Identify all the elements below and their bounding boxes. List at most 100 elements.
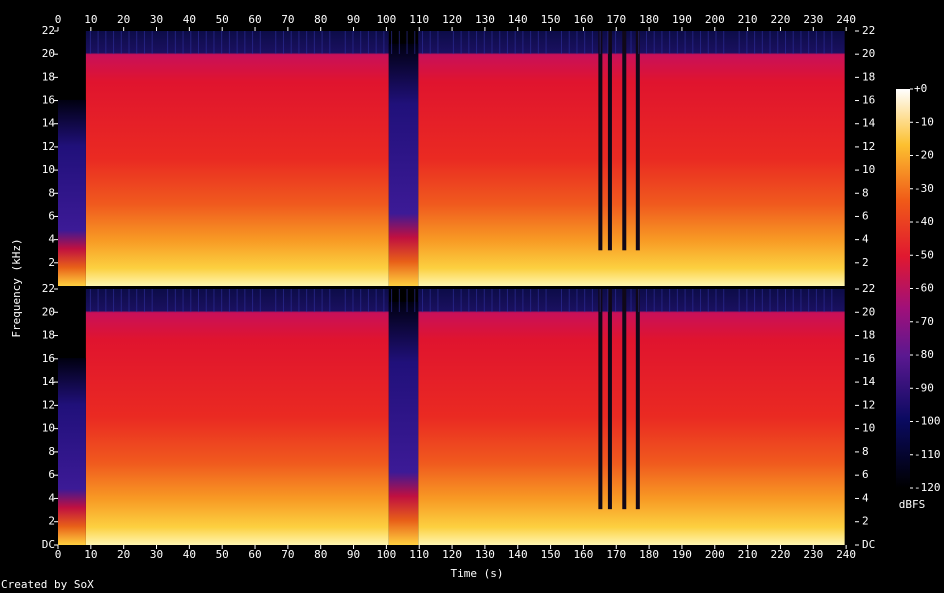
- streak: [692, 31, 694, 54]
- streak: [792, 289, 794, 313]
- x-tick-label: 230: [803, 13, 823, 26]
- streak: [545, 31, 547, 54]
- streak: [676, 289, 678, 313]
- streak: [684, 289, 686, 313]
- x-tick-label: 200: [705, 548, 725, 561]
- streak: [561, 31, 563, 54]
- y-tick-label: 6: [48, 468, 55, 481]
- y-tick-label: 14: [42, 375, 56, 388]
- spectrogram: [418, 31, 845, 286]
- streak: [375, 289, 377, 313]
- streak: [120, 31, 122, 54]
- y-tick-label: 18: [42, 329, 55, 342]
- streak: [128, 289, 130, 313]
- x-tick-label: 170: [606, 548, 626, 561]
- y-tick-label: 10: [862, 422, 875, 435]
- colorbar: [896, 89, 910, 488]
- streak: [429, 31, 431, 54]
- streak: [530, 289, 532, 313]
- streak: [414, 289, 416, 313]
- colorbar-tick-label: -120: [914, 481, 941, 494]
- streak: [530, 31, 532, 54]
- streak: [584, 289, 586, 313]
- streak: [113, 289, 115, 313]
- streak: [823, 289, 825, 313]
- streak: [761, 31, 763, 54]
- streak: [252, 31, 254, 54]
- colorbar-tick-label: -40: [914, 215, 934, 228]
- y-tick-label: 18: [862, 70, 875, 83]
- streak: [568, 289, 570, 313]
- silence-stripe: [635, 289, 640, 510]
- streak: [815, 31, 817, 54]
- streak: [391, 31, 393, 54]
- streak: [669, 31, 671, 54]
- streak: [506, 31, 508, 54]
- streak: [591, 31, 593, 54]
- streak: [398, 289, 400, 313]
- colorbar-tick-label: -70: [914, 315, 934, 328]
- streak: [723, 289, 725, 313]
- y-tick-label: 12: [862, 140, 875, 153]
- streak: [576, 289, 578, 313]
- streak: [599, 289, 601, 313]
- streak: [653, 289, 655, 313]
- spectrogram: [85, 31, 389, 286]
- x-tick-label: 60: [248, 13, 261, 26]
- silence-stripe: [607, 289, 612, 510]
- streak: [143, 31, 145, 54]
- streak: [213, 31, 215, 54]
- streak: [105, 31, 107, 54]
- colorbar-tick-label: -50: [914, 248, 934, 261]
- streak: [815, 289, 817, 313]
- streak: [607, 31, 609, 54]
- x-tick-label: 100: [376, 13, 396, 26]
- streak: [120, 289, 122, 313]
- x-tick-label: 240: [836, 548, 856, 561]
- x-tick-label: 160: [573, 548, 593, 561]
- streak: [282, 289, 284, 313]
- streak: [151, 31, 153, 54]
- streak: [723, 31, 725, 54]
- x-tick-label: 80: [314, 13, 327, 26]
- colorbar-tick-label: -60: [914, 282, 934, 295]
- streak: [236, 289, 238, 313]
- streak: [228, 31, 230, 54]
- y-tick-label: 8: [862, 445, 869, 458]
- streak: [630, 31, 632, 54]
- y-tick-label: 10: [862, 163, 875, 176]
- streak: [306, 289, 308, 313]
- y-tick-label: 8: [48, 445, 55, 458]
- x-tick-label: 50: [216, 13, 229, 26]
- streak: [792, 31, 794, 54]
- streak: [684, 31, 686, 54]
- streak: [344, 289, 346, 313]
- streak: [89, 31, 91, 54]
- streak: [784, 289, 786, 313]
- streak: [746, 289, 748, 313]
- colorbar-tick-label: -10: [914, 115, 934, 128]
- streak: [615, 289, 617, 313]
- x-tick-label: 160: [573, 13, 593, 26]
- x-tick-label: 180: [639, 13, 659, 26]
- streak: [190, 289, 192, 313]
- x-tick-label: 0: [55, 548, 62, 561]
- x-tick-label: 190: [672, 13, 692, 26]
- streak: [352, 31, 354, 54]
- streak: [352, 289, 354, 313]
- streak: [777, 31, 779, 54]
- streak: [252, 289, 254, 313]
- x-tick-label: 220: [771, 13, 791, 26]
- y-tick-label: 12: [42, 140, 55, 153]
- streak: [97, 31, 99, 54]
- y-tick-label: 2: [48, 256, 55, 269]
- streak: [321, 289, 323, 313]
- x-axis-label: Time (s): [451, 567, 504, 580]
- streak: [244, 31, 246, 54]
- streak: [275, 289, 277, 313]
- streak: [321, 31, 323, 54]
- streak: [676, 31, 678, 54]
- streak: [460, 289, 462, 313]
- y-tick-label: 20: [862, 47, 875, 60]
- silence-stripe: [598, 289, 603, 510]
